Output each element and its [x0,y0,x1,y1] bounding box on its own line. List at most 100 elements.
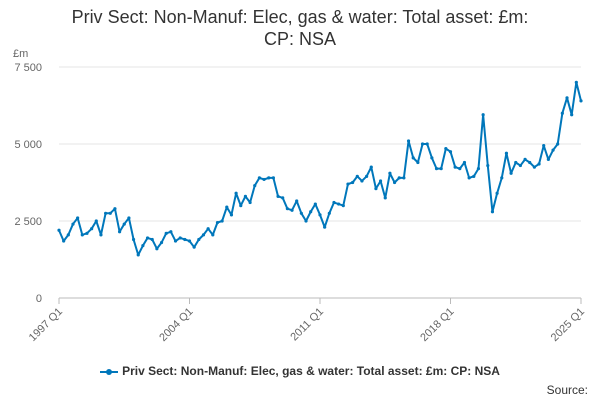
data-point[interactable] [472,174,476,178]
data-point[interactable] [281,196,285,200]
data-point[interactable] [392,180,397,185]
data-point[interactable] [85,231,89,235]
data-point[interactable] [323,225,327,229]
data-point[interactable] [183,237,187,242]
data-point[interactable] [556,142,560,146]
data-point[interactable] [574,80,578,84]
data-point[interactable] [90,227,94,231]
data-point[interactable] [542,143,546,148]
data-point[interactable] [481,113,485,117]
data-point[interactable] [313,202,317,206]
data-point[interactable] [66,233,70,237]
data-point[interactable] [71,222,75,226]
legend[interactable]: Priv Sect: Non-Manuf: Elec, gas & water:… [0,364,600,378]
data-point[interactable] [309,210,313,214]
data-point[interactable] [285,207,289,211]
data-point[interactable] [467,176,471,180]
data-point[interactable] [243,194,248,198]
data-point[interactable] [453,165,457,169]
data-point[interactable] [276,194,280,198]
data-point[interactable] [234,191,238,195]
data-point[interactable] [159,240,164,245]
data-point[interactable] [99,233,103,237]
data-point[interactable] [420,142,425,146]
data-point[interactable] [570,113,574,117]
data-point[interactable] [318,213,322,217]
data-point[interactable] [378,179,383,183]
data-point[interactable] [262,177,266,182]
data-point[interactable] [94,219,98,223]
data-point[interactable] [360,179,364,183]
data-point[interactable] [444,147,448,151]
data-point[interactable] [383,196,387,200]
data-point[interactable] [411,156,415,160]
data-point[interactable] [425,142,429,146]
data-point[interactable] [495,191,499,195]
data-point[interactable] [271,176,275,180]
data-point[interactable] [211,233,215,237]
data-point[interactable] [523,157,527,161]
data-point[interactable] [122,222,126,226]
data-point[interactable] [248,200,252,205]
data-point[interactable] [397,176,401,180]
data-point[interactable] [388,171,392,175]
data-point[interactable] [304,219,308,223]
data-point[interactable] [448,150,453,154]
data-point[interactable] [416,160,420,165]
data-point[interactable] [187,239,192,243]
data-point[interactable] [253,183,257,188]
data-point[interactable] [374,187,378,191]
data-point[interactable] [351,180,355,185]
data-point[interactable] [215,220,220,225]
data-point[interactable] [290,208,294,212]
data-point[interactable] [80,233,84,237]
data-point[interactable] [579,99,583,103]
data-point[interactable] [346,182,350,186]
data-point[interactable] [509,171,513,175]
data-point[interactable] [169,230,173,234]
data-point[interactable] [458,167,462,171]
data-point[interactable] [490,210,495,214]
data-point[interactable] [504,151,509,155]
data-point[interactable] [537,162,541,166]
data-point[interactable] [145,236,150,240]
data-point[interactable] [136,253,140,257]
data-point[interactable] [434,167,439,171]
data-point[interactable] [355,174,359,178]
data-point[interactable] [127,216,131,220]
data-point[interactable] [141,244,145,248]
data-point[interactable] [565,96,569,100]
data-point[interactable] [341,204,345,208]
data-point[interactable] [462,160,467,165]
data-point[interactable] [108,211,112,215]
data-point[interactable] [551,148,555,152]
data-point[interactable] [206,227,210,231]
data-point[interactable] [528,160,532,165]
data-point[interactable] [225,205,229,209]
data-point[interactable] [369,165,373,169]
data-point[interactable] [117,230,122,234]
data-point[interactable] [150,237,154,242]
data-point[interactable] [514,160,518,165]
data-point[interactable] [518,163,523,168]
data-point[interactable] [201,233,206,237]
data-point[interactable] [104,211,108,215]
data-point[interactable] [178,236,182,240]
data-point[interactable] [299,211,303,215]
data-point[interactable] [546,157,550,161]
data-point[interactable] [76,216,80,220]
data-point[interactable] [486,163,490,168]
data-point[interactable] [155,247,159,251]
data-point[interactable] [131,237,136,242]
data-point[interactable] [402,176,406,180]
data-point[interactable] [239,204,243,208]
data-point[interactable] [532,165,536,169]
data-point[interactable] [430,156,434,160]
data-point[interactable] [476,167,481,171]
data-point[interactable] [113,207,117,211]
data-point[interactable] [220,219,224,223]
data-point[interactable] [173,239,178,243]
data-point[interactable] [327,211,331,215]
data-point[interactable] [257,176,262,180]
data-point[interactable] [500,176,504,180]
